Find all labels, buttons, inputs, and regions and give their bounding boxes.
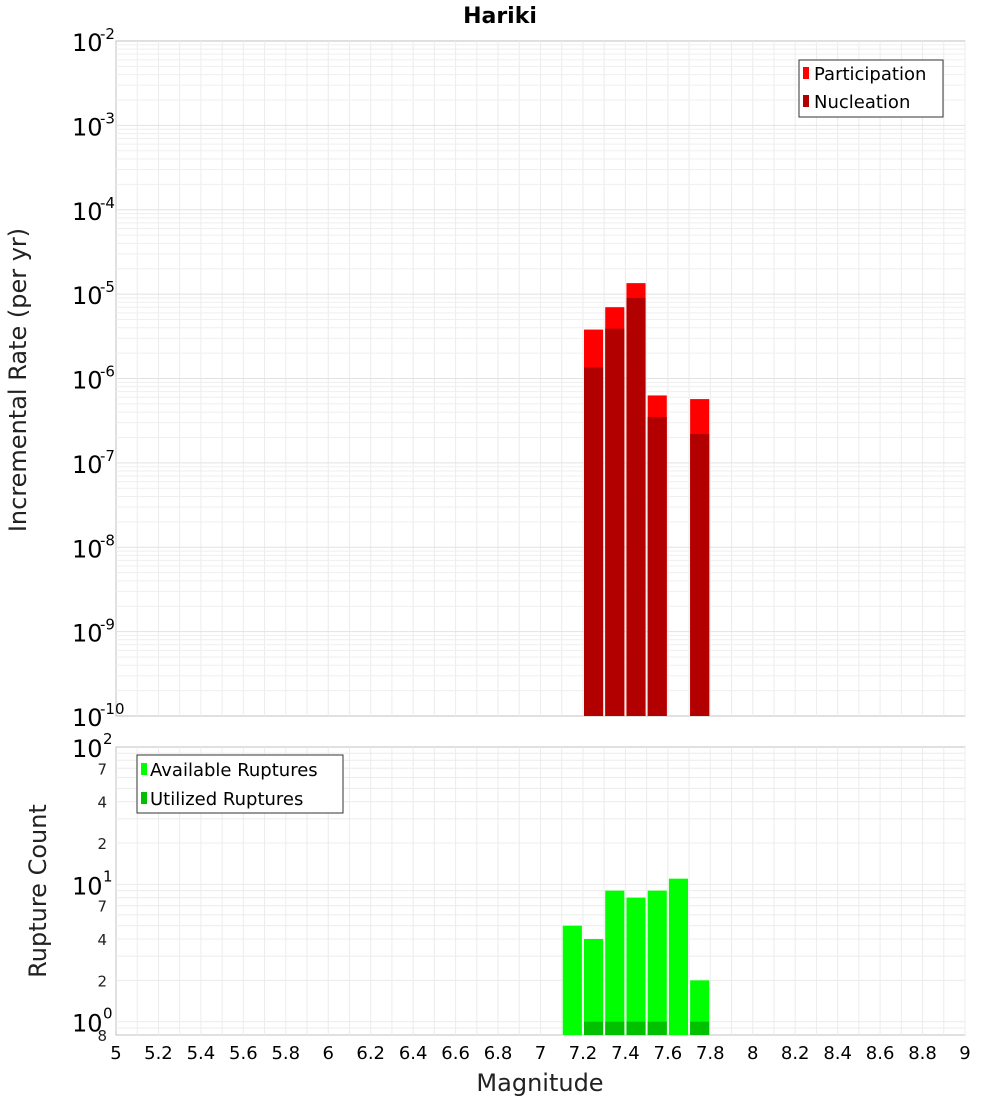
y-minor-tick-label: 2 <box>97 972 107 990</box>
top-y-axis-title: Incremental Rate (per yr) <box>4 228 32 532</box>
y-tick-exponent: -9 <box>100 616 115 634</box>
bottom-utilized-ruptures-bar <box>605 1021 625 1035</box>
legend-label-participation: Participation <box>814 64 926 85</box>
y-tick-label: 10 <box>72 1010 103 1038</box>
x-tick-label: 6.4 <box>399 1043 428 1064</box>
y-tick-label: 10 <box>72 367 103 395</box>
bottom-available-ruptures-bar <box>605 890 625 1035</box>
top-nucleation-bar <box>626 297 646 716</box>
x-tick-label: 8.6 <box>866 1043 895 1064</box>
bottom-legend: Available Ruptures Utilized Ruptures <box>136 754 344 814</box>
top-legend-box <box>798 59 944 118</box>
top-gridlines <box>116 41 966 716</box>
bottom-utilized-ruptures-bar <box>647 1021 667 1035</box>
y-minor-tick-label: 7 <box>97 898 107 916</box>
x-tick-label: 7.2 <box>569 1043 598 1064</box>
legend-label-nucleation: Nucleation <box>814 92 910 113</box>
legend-label-utilized: Utilized Ruptures <box>150 789 303 810</box>
x-tick-label: 5.2 <box>144 1043 173 1064</box>
bottom-available-ruptures-bar <box>647 890 667 1035</box>
y-tick-label: 10 <box>72 282 103 310</box>
y-tick-label: 10 <box>72 735 103 763</box>
legend-swatch-participation <box>803 67 809 79</box>
bottom-available-ruptures-bar <box>668 878 689 1035</box>
x-tick-label: 8.4 <box>823 1043 852 1064</box>
x-axis-title: Magnitude <box>476 1069 603 1097</box>
y-tick-label: 10 <box>72 113 103 141</box>
x-tick-label: 5.6 <box>229 1043 258 1064</box>
top-nucleation-bar <box>647 416 667 716</box>
y-tick-label: 10 <box>72 451 103 479</box>
x-tick-label: 5.8 <box>271 1043 300 1064</box>
bottom-available-ruptures-bar <box>562 925 582 1035</box>
x-tick-label: 5.4 <box>187 1043 216 1064</box>
x-tick-label: 9 <box>959 1043 970 1064</box>
y-tick-label: 10 <box>72 535 103 563</box>
bottom-utilized-ruptures-bar <box>690 1021 710 1035</box>
y-tick-label: 10 <box>72 872 103 900</box>
y-tick-label: 10 <box>72 620 103 648</box>
x-tick-label: 8 <box>747 1043 758 1064</box>
x-tick-label: 8.8 <box>908 1043 937 1064</box>
y-tick-exponent: 0 <box>103 1005 113 1023</box>
bottom-bars <box>562 878 710 1035</box>
chart-title: Hariki <box>463 4 537 29</box>
y-tick-label: 10 <box>72 29 103 57</box>
top-bars <box>584 283 710 716</box>
x-tick-label: 6.2 <box>356 1043 385 1064</box>
bottom-available-ruptures-bar <box>584 939 604 1035</box>
y-tick-exponent: -8 <box>100 531 115 549</box>
y-tick-exponent: -2 <box>100 25 115 43</box>
bottom-y-axis-title: Rupture Count <box>24 804 52 978</box>
bottom-gridlines <box>116 747 966 1035</box>
legend-swatch-utilized <box>141 792 147 804</box>
y-tick-label: 10 <box>72 704 103 732</box>
y-tick-exponent: -6 <box>100 363 115 381</box>
legend-swatch-nucleation <box>803 95 809 107</box>
y-tick-exponent: -4 <box>100 194 115 212</box>
y-tick-exponent: -3 <box>100 109 115 127</box>
top-legend: Participation Nucleation <box>798 59 944 118</box>
y-minor-tick-label: 2 <box>97 835 107 853</box>
y-tick-exponent: -7 <box>100 447 115 465</box>
y-tick-exponent: 1 <box>103 867 113 885</box>
y-tick-exponent: -10 <box>100 700 125 718</box>
x-tick-labels: 5 5.2 5.4 5.6 5.8 6 6.2 6.4 6.6 6.8 7 7.2 7.4 7.6 7.8 8… <box>110 1043 970 1064</box>
top-nucleation-bar <box>584 367 604 716</box>
x-tick-label: 7.8 <box>696 1043 725 1064</box>
top-nucleation-bar <box>690 433 710 716</box>
x-tick-label: 6.6 <box>441 1043 470 1064</box>
x-tick-label: 5 <box>110 1043 121 1064</box>
legend-swatch-available <box>141 763 147 775</box>
bottom-legend-box <box>136 754 344 814</box>
y-minor-tick-label: 8 <box>97 1027 107 1045</box>
x-tick-label: 6.8 <box>484 1043 513 1064</box>
legend-label-available: Available Ruptures <box>150 760 318 781</box>
x-tick-label: 7.6 <box>654 1043 683 1064</box>
y-tick-exponent: -5 <box>100 278 115 296</box>
bottom-available-ruptures-bar <box>690 980 710 1035</box>
x-tick-label: 7.4 <box>611 1043 640 1064</box>
y-minor-tick-label: 7 <box>97 760 107 778</box>
bottom-utilized-ruptures-bar <box>584 1021 604 1035</box>
top-nucleation-bar <box>605 328 625 716</box>
bottom-utilized-ruptures-bar <box>626 1021 646 1035</box>
y-minor-tick-label: 4 <box>97 931 107 949</box>
top-y-tick-labels: 10-210-310-410-510-610-710-810-910-10 <box>72 25 125 732</box>
x-tick-label: 7 <box>535 1043 546 1064</box>
y-minor-tick-label: 4 <box>97 794 107 812</box>
y-tick-exponent: 2 <box>103 730 113 748</box>
x-tick-label: 8.2 <box>781 1043 810 1064</box>
y-tick-label: 10 <box>72 198 103 226</box>
x-tick-label: 6 <box>323 1043 334 1064</box>
bottom-available-ruptures-bar <box>626 897 646 1035</box>
